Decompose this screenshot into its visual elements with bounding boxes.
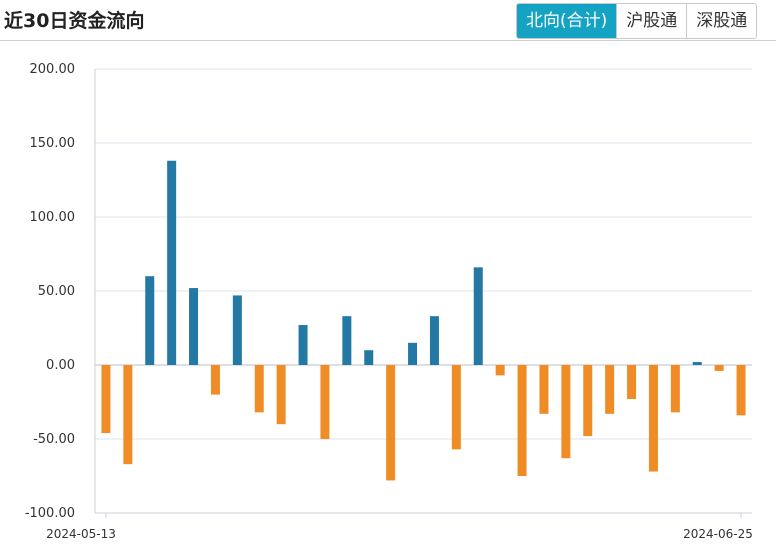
bar bbox=[386, 365, 396, 481]
bar bbox=[342, 316, 352, 365]
bar bbox=[714, 365, 724, 371]
bar bbox=[517, 365, 527, 476]
bar bbox=[648, 365, 658, 472]
bar bbox=[429, 316, 439, 365]
bar bbox=[583, 365, 593, 437]
y-tick-label: 200.00 bbox=[30, 62, 76, 77]
bar bbox=[605, 365, 615, 414]
bar bbox=[627, 365, 637, 400]
chart-bars bbox=[101, 160, 746, 481]
y-tick-label: 100.00 bbox=[30, 210, 76, 225]
x-tick-label-end: 2024-06-25 bbox=[683, 527, 753, 541]
bar bbox=[167, 160, 177, 365]
y-axis: 200.00 150.00 100.00 50.00 0.00 -50.00 -100.00 bbox=[25, 62, 96, 521]
bar bbox=[232, 295, 242, 365]
bar bbox=[670, 365, 680, 413]
y-tick-label: 50.00 bbox=[38, 284, 75, 299]
bar bbox=[539, 365, 549, 414]
bar bbox=[123, 365, 133, 465]
bar bbox=[561, 365, 571, 459]
tab-northbound-total[interactable]: 北向(合计) bbox=[517, 4, 617, 38]
bar bbox=[145, 276, 155, 365]
y-tick-label: -100.00 bbox=[25, 506, 75, 521]
bar bbox=[298, 325, 308, 365]
tab-group: 北向(合计) 沪股通 深股通 bbox=[516, 3, 758, 39]
bar bbox=[101, 365, 111, 434]
header-divider bbox=[0, 40, 776, 41]
page-title: 近30日资金流向 bbox=[4, 10, 145, 32]
bar bbox=[320, 365, 330, 439]
bar bbox=[495, 365, 505, 376]
bar bbox=[364, 350, 374, 365]
bar bbox=[408, 342, 418, 365]
bar bbox=[210, 365, 220, 395]
bar bbox=[451, 365, 461, 450]
bar bbox=[254, 365, 264, 413]
y-tick-label: 150.00 bbox=[30, 136, 76, 151]
bar bbox=[276, 365, 286, 425]
bar bbox=[473, 267, 483, 365]
y-tick-label: 0.00 bbox=[46, 358, 75, 373]
tab-shenzhen-connect[interactable]: 深股通 bbox=[686, 4, 757, 38]
bar bbox=[692, 362, 702, 365]
x-tick-label-start: 2024-05-13 bbox=[46, 527, 116, 541]
bar bbox=[736, 365, 746, 416]
tab-shanghai-connect[interactable]: 沪股通 bbox=[616, 4, 687, 38]
bar bbox=[189, 288, 199, 365]
x-axis: 2024-05-13 2024-06-25 bbox=[46, 512, 753, 541]
y-tick-label: -50.00 bbox=[33, 432, 75, 447]
